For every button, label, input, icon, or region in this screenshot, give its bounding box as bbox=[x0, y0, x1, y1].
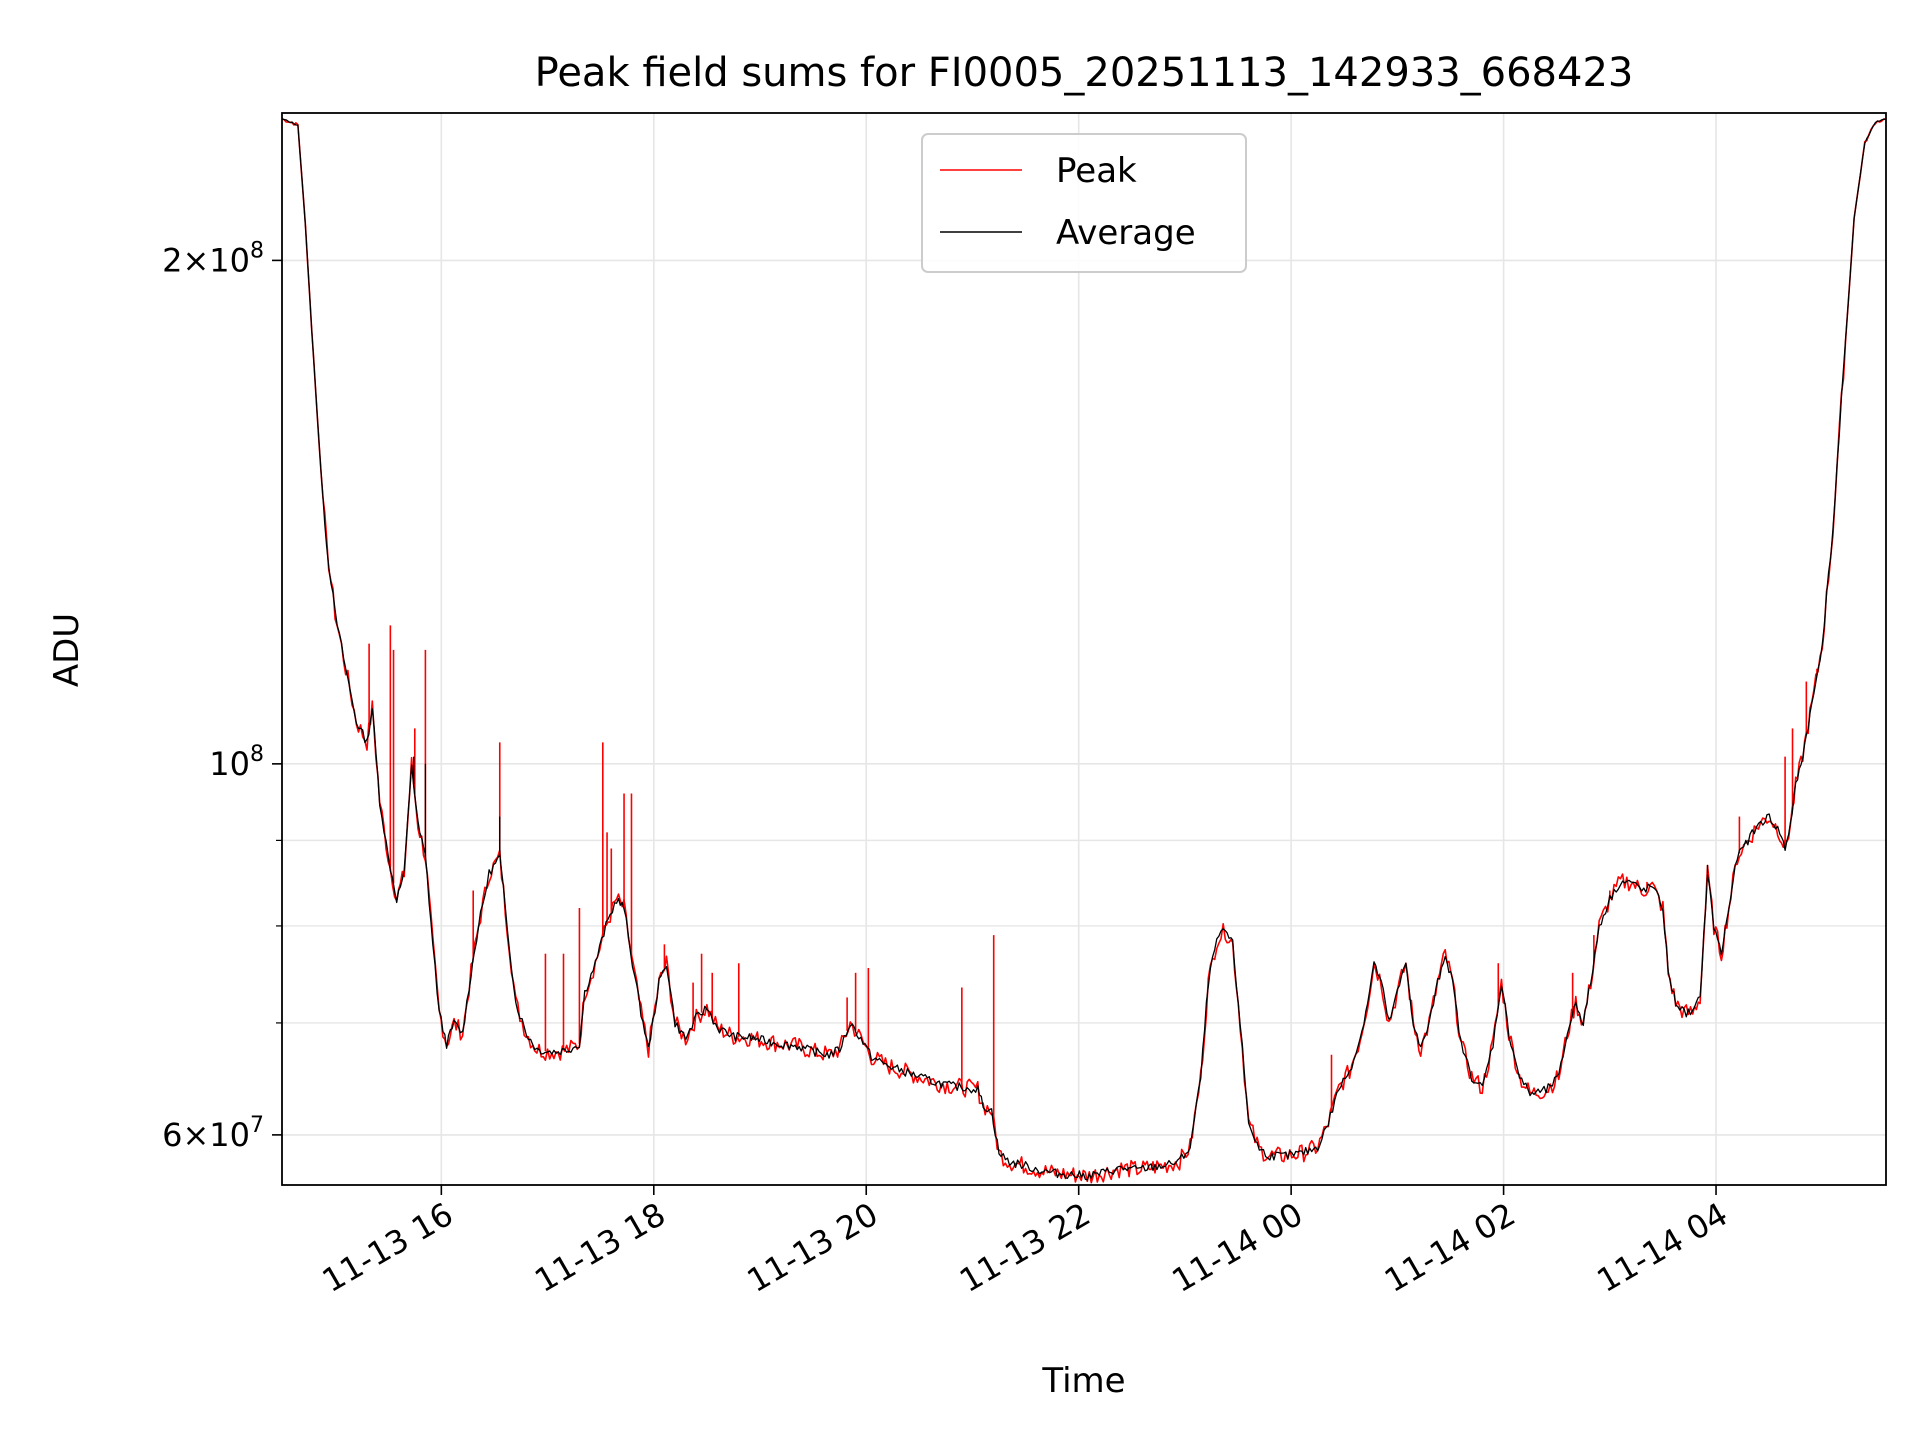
y-axis-label: ADU bbox=[47, 613, 87, 687]
x-axis-label: Time bbox=[1041, 1361, 1125, 1401]
legend-average-label: Average bbox=[1056, 213, 1196, 253]
legend-peak-label: Peak bbox=[1056, 151, 1137, 191]
legend-box bbox=[921, 133, 1247, 273]
y-tick-label: 2×108 bbox=[162, 238, 264, 279]
series-line-average bbox=[281, 118, 1887, 1181]
y-tick-label: 6×107 bbox=[162, 1113, 264, 1154]
grid-layer bbox=[282, 113, 1886, 1185]
chart-title: Peak field sums for FI0005_20251113_1429… bbox=[535, 50, 1634, 96]
series-layer bbox=[281, 118, 1887, 1184]
y-tick-label: 108 bbox=[209, 742, 264, 783]
plot-frame bbox=[281, 112, 1887, 1186]
legend: Peak Average bbox=[921, 133, 1247, 273]
